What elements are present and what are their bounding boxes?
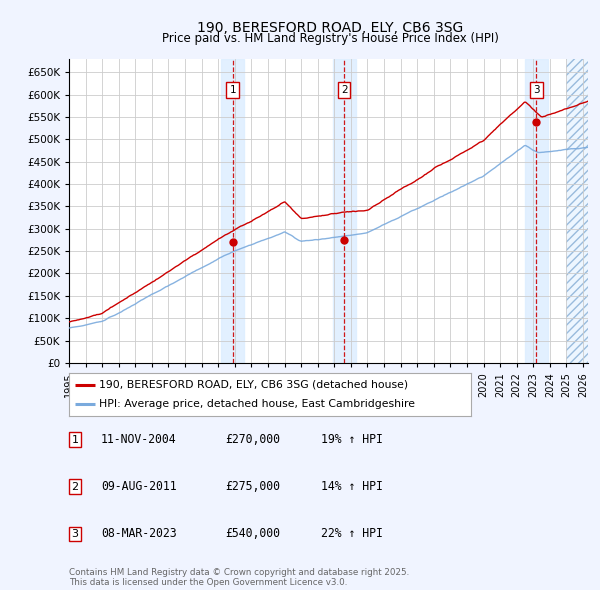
- Bar: [221, 59, 244, 363]
- Text: £275,000: £275,000: [225, 480, 280, 493]
- Text: 3: 3: [533, 86, 540, 95]
- Text: 190, BERESFORD ROAD, ELY, CB6 3SG: 190, BERESFORD ROAD, ELY, CB6 3SG: [197, 21, 463, 35]
- Text: 1: 1: [71, 435, 79, 444]
- Text: 22% ↑ HPI: 22% ↑ HPI: [321, 527, 383, 540]
- Text: 19% ↑ HPI: 19% ↑ HPI: [321, 433, 383, 446]
- Text: HPI: Average price, detached house, East Cambridgeshire: HPI: Average price, detached house, East…: [99, 399, 415, 409]
- Text: Contains HM Land Registry data © Crown copyright and database right 2025.
This d: Contains HM Land Registry data © Crown c…: [69, 568, 409, 587]
- Text: 3: 3: [71, 529, 79, 539]
- Text: £270,000: £270,000: [225, 433, 280, 446]
- Bar: [566, 59, 588, 363]
- Text: 190, BERESFORD ROAD, ELY, CB6 3SG (detached house): 190, BERESFORD ROAD, ELY, CB6 3SG (detac…: [99, 380, 408, 390]
- Bar: [566, 59, 588, 363]
- Text: 2: 2: [71, 482, 79, 491]
- Text: 11-NOV-2004: 11-NOV-2004: [101, 433, 176, 446]
- Text: 08-MAR-2023: 08-MAR-2023: [101, 527, 176, 540]
- Bar: [525, 59, 548, 363]
- Bar: [332, 59, 356, 363]
- Text: 14% ↑ HPI: 14% ↑ HPI: [321, 480, 383, 493]
- Text: Price paid vs. HM Land Registry's House Price Index (HPI): Price paid vs. HM Land Registry's House …: [161, 32, 499, 45]
- Text: 1: 1: [229, 86, 236, 95]
- Text: 09-AUG-2011: 09-AUG-2011: [101, 480, 176, 493]
- Text: £540,000: £540,000: [225, 527, 280, 540]
- Text: 2: 2: [341, 86, 347, 95]
